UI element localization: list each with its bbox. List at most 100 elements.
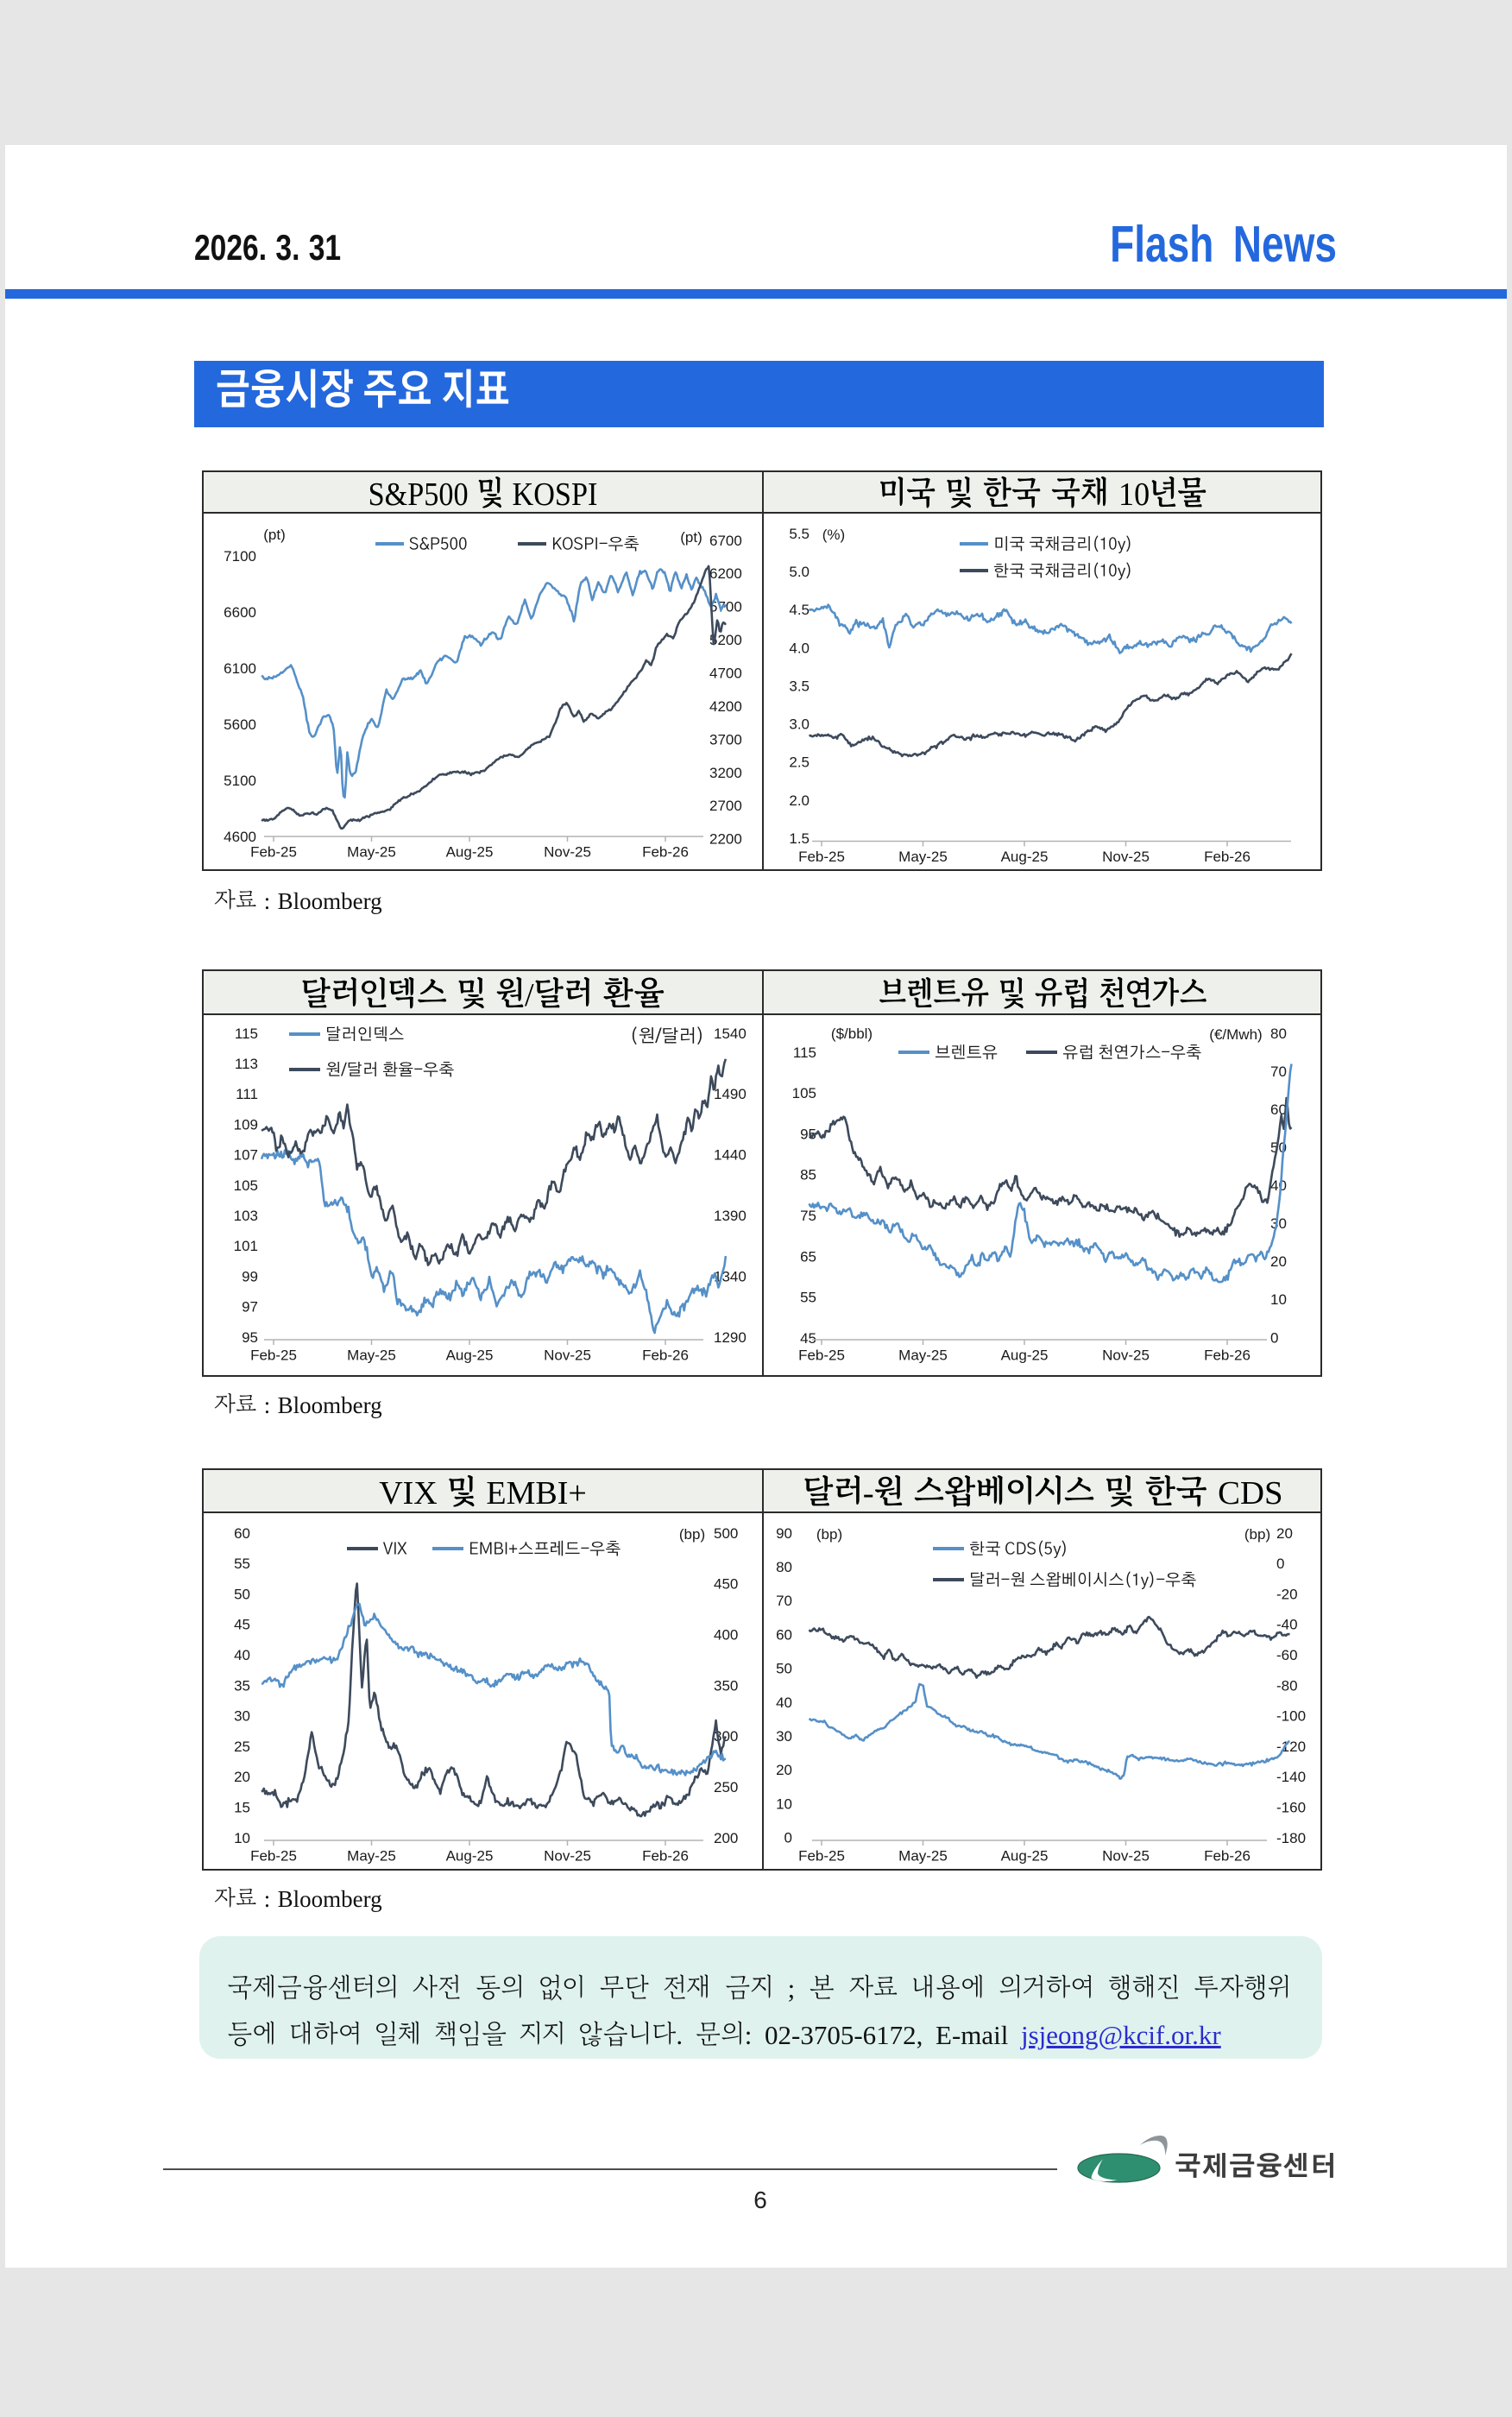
svg-text:3200: 3200 — [709, 765, 742, 781]
svg-text:달러인덱스: 달러인덱스 — [325, 1027, 404, 1044]
svg-text:-80: -80 — [1276, 1677, 1298, 1694]
svg-text:500: 500 — [714, 1525, 738, 1542]
svg-text:5700: 5700 — [709, 599, 742, 615]
svg-text:107: 107 — [234, 1147, 258, 1164]
svg-text:3.5: 3.5 — [789, 678, 810, 694]
svg-text:Aug-25: Aug-25 — [446, 1848, 494, 1865]
svg-text:Nov-25: Nov-25 — [544, 1848, 591, 1865]
svg-text:200: 200 — [714, 1830, 738, 1846]
svg-text:(bp): (bp) — [1244, 1526, 1270, 1543]
svg-text:유럽 천연가스-우축: 유럽 천연가스-우축 — [1062, 1044, 1201, 1062]
svg-text:113: 113 — [235, 1056, 258, 1072]
svg-text:-120: -120 — [1276, 1739, 1306, 1755]
svg-text:Aug-25: Aug-25 — [1001, 1848, 1049, 1865]
svg-text:-20: -20 — [1276, 1586, 1298, 1602]
svg-text:60: 60 — [234, 1525, 250, 1542]
svg-text:Nov-25: Nov-25 — [1102, 1848, 1150, 1865]
svg-text:1440: 1440 — [714, 1147, 747, 1164]
svg-text:300: 300 — [714, 1728, 738, 1745]
svg-text:Feb-25: Feb-25 — [250, 1347, 297, 1364]
svg-text:60: 60 — [776, 1626, 792, 1643]
svg-text:5.0: 5.0 — [789, 564, 810, 580]
svg-text:S&P500: S&P500 — [409, 537, 468, 553]
svg-text:400: 400 — [714, 1626, 738, 1643]
svg-text:95: 95 — [242, 1329, 258, 1346]
svg-text:6200: 6200 — [709, 565, 742, 582]
svg-text:3.0: 3.0 — [789, 716, 810, 733]
svg-text:101: 101 — [234, 1238, 258, 1254]
svg-text:1340: 1340 — [714, 1269, 747, 1285]
svg-text:50: 50 — [776, 1661, 792, 1677]
svg-text:10: 10 — [776, 1795, 792, 1812]
svg-text:45: 45 — [234, 1617, 250, 1633]
svg-text:미국 국채금리(10y): 미국 국채금리(10y) — [993, 535, 1132, 553]
svg-text:40: 40 — [1270, 1177, 1287, 1194]
svg-text:한국 CDS(5y): 한국 CDS(5y) — [969, 1540, 1068, 1558]
svg-text:0: 0 — [784, 1830, 792, 1846]
svg-text:(pt): (pt) — [680, 529, 702, 546]
svg-text:(%): (%) — [822, 527, 845, 543]
svg-text:5100: 5100 — [224, 773, 256, 789]
svg-text:Feb-26: Feb-26 — [642, 844, 689, 861]
svg-text:May-25: May-25 — [898, 849, 948, 865]
svg-text:10: 10 — [234, 1830, 250, 1846]
svg-text:4700: 4700 — [709, 666, 742, 682]
svg-text:May-25: May-25 — [898, 1848, 948, 1865]
svg-text:2.0: 2.0 — [789, 792, 810, 809]
svg-text:Feb-25: Feb-25 — [250, 844, 297, 861]
svg-text:80: 80 — [776, 1559, 792, 1575]
svg-text:(원/달러): (원/달러) — [630, 1026, 704, 1046]
svg-text:4200: 4200 — [709, 698, 742, 715]
svg-text:115: 115 — [235, 1025, 258, 1042]
svg-text:Nov-25: Nov-25 — [1102, 849, 1150, 865]
svg-text:(€/Mwh): (€/Mwh) — [1209, 1026, 1262, 1043]
svg-text:99: 99 — [242, 1268, 258, 1284]
svg-text:20: 20 — [776, 1762, 792, 1778]
svg-text:-180: -180 — [1276, 1830, 1306, 1846]
svg-text:2700: 2700 — [709, 798, 742, 814]
svg-text:65: 65 — [800, 1248, 816, 1265]
svg-text:VIX: VIX — [382, 1542, 406, 1558]
svg-text:EMBI+스프레드-우축: EMBI+스프레드-우축 — [469, 1540, 621, 1558]
svg-text:115: 115 — [793, 1044, 816, 1061]
svg-text:6600: 6600 — [224, 604, 256, 621]
svg-text:3700: 3700 — [709, 731, 742, 748]
svg-text:450: 450 — [714, 1576, 738, 1593]
svg-text:4.5: 4.5 — [789, 602, 810, 618]
svg-text:($/bbl): ($/bbl) — [831, 1025, 873, 1042]
svg-text:350: 350 — [714, 1677, 738, 1694]
svg-text:(bp): (bp) — [816, 1526, 842, 1543]
svg-text:Feb-26: Feb-26 — [642, 1347, 689, 1364]
svg-text:달러-원 스왑베이시스(1y)-우축: 달러-원 스왑베이시스(1y)-우축 — [969, 1571, 1196, 1589]
svg-text:원/달러 환율-우축: 원/달러 환율-우축 — [325, 1062, 454, 1079]
svg-text:1390: 1390 — [714, 1208, 747, 1224]
svg-text:브렌트유: 브렌트유 — [935, 1045, 998, 1062]
svg-text:2.5: 2.5 — [789, 754, 810, 771]
svg-text:60: 60 — [1270, 1101, 1287, 1118]
svg-text:-140: -140 — [1276, 1769, 1306, 1785]
svg-text:15: 15 — [234, 1800, 250, 1816]
svg-text:111: 111 — [236, 1086, 258, 1102]
svg-text:Feb-26: Feb-26 — [1204, 849, 1251, 865]
svg-text:Nov-25: Nov-25 — [1102, 1347, 1150, 1364]
svg-text:Feb-26: Feb-26 — [1204, 1347, 1251, 1364]
svg-text:25: 25 — [234, 1739, 250, 1755]
svg-text:97: 97 — [242, 1299, 258, 1316]
svg-text:Aug-25: Aug-25 — [1001, 1347, 1049, 1364]
svg-text:90: 90 — [776, 1525, 792, 1542]
svg-text:6100: 6100 — [224, 660, 256, 677]
svg-text:-40: -40 — [1276, 1617, 1298, 1633]
svg-text:20: 20 — [1276, 1525, 1293, 1542]
svg-text:0: 0 — [1270, 1329, 1278, 1346]
svg-text:250: 250 — [714, 1779, 738, 1795]
svg-text:1.5: 1.5 — [789, 830, 810, 847]
svg-text:45: 45 — [800, 1330, 816, 1347]
svg-text:-160: -160 — [1276, 1800, 1306, 1816]
svg-text:30: 30 — [234, 1708, 250, 1725]
svg-text:85: 85 — [800, 1167, 816, 1183]
svg-text:1490: 1490 — [714, 1086, 747, 1102]
svg-text:105: 105 — [792, 1085, 816, 1101]
svg-text:Aug-25: Aug-25 — [446, 1347, 494, 1364]
svg-text:40: 40 — [234, 1647, 250, 1663]
svg-text:Feb-25: Feb-25 — [798, 849, 845, 865]
